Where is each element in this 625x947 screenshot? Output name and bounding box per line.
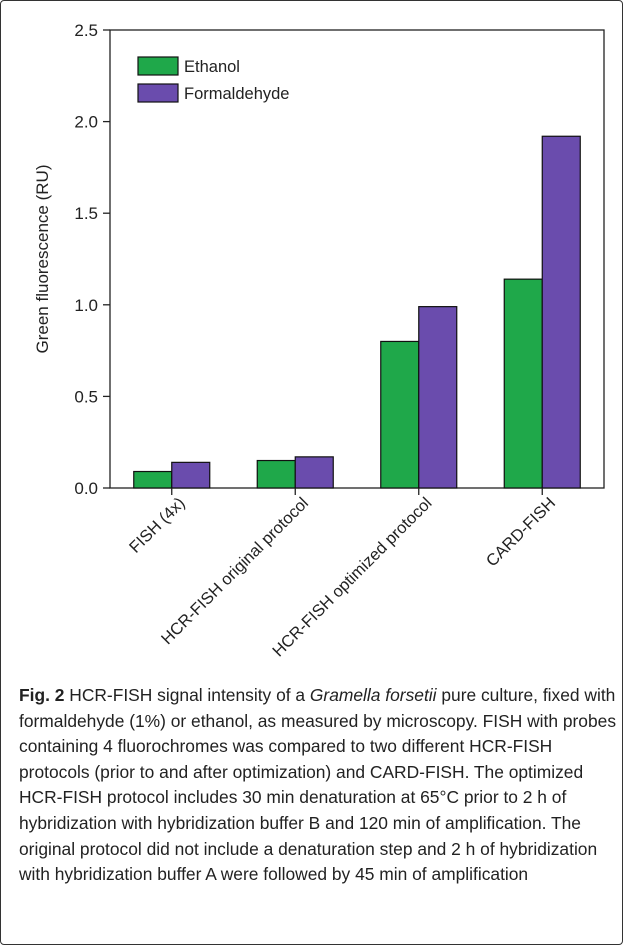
y-tick-label: 0.5 bbox=[74, 387, 98, 406]
bar-ethanol-0 bbox=[133, 470, 173, 489]
bar-ethanol-1 bbox=[256, 459, 296, 489]
legend-swatch-ethanol bbox=[137, 56, 179, 76]
plot-area-frame bbox=[109, 29, 605, 489]
y-tick-label: 0.0 bbox=[74, 479, 98, 498]
bar-ethanol-2 bbox=[380, 340, 420, 489]
bar-ethanol-3 bbox=[503, 278, 543, 489]
bar-formaldehyde-2 bbox=[418, 306, 458, 489]
y-tick-label: 2.5 bbox=[74, 21, 98, 40]
species-name: Gramella forsetii bbox=[309, 685, 437, 705]
legend-label-ethanol: Ethanol bbox=[184, 58, 240, 76]
x-tick-label: CARD-FISH bbox=[483, 494, 559, 570]
bar-formaldehyde-3 bbox=[541, 135, 581, 489]
y-tick-label: 1.5 bbox=[74, 204, 98, 223]
legend-swatch-formaldehyde bbox=[137, 83, 179, 103]
figure-caption: Fig. 2 HCR-FISH signal intensity of a Gr… bbox=[19, 683, 617, 888]
caption-text-end: pure culture, fixed with formaldehyde (1… bbox=[19, 685, 617, 885]
y-tick-label: 1.0 bbox=[74, 296, 98, 315]
bar-formaldehyde-1 bbox=[294, 456, 334, 489]
x-tick-label: HCR-FISH original protocol bbox=[158, 494, 312, 648]
legend-label-formaldehyde: Formaldehyde bbox=[184, 85, 289, 103]
caption-text-start: HCR-FISH signal intensity of a bbox=[64, 685, 310, 705]
x-tick-label: FISH (4x) bbox=[126, 494, 189, 557]
bar-formaldehyde-0 bbox=[171, 461, 211, 489]
y-tick-label: 2.0 bbox=[74, 113, 98, 132]
bar-chart: 0.0 0.5 1.0 1.5 2.0 2.5 Green fluorescence (RU… bbox=[33, 21, 605, 660]
y-axis-label: Green fluorescence (RU) bbox=[33, 165, 52, 354]
figure-label: Fig. 2 bbox=[19, 685, 65, 705]
